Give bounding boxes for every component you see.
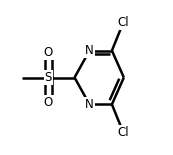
Text: O: O: [44, 46, 53, 59]
Text: S: S: [45, 71, 52, 84]
Text: N: N: [85, 98, 94, 111]
Text: N: N: [85, 44, 94, 57]
Text: Cl: Cl: [117, 16, 129, 29]
Text: O: O: [44, 96, 53, 109]
Text: Cl: Cl: [117, 126, 129, 139]
